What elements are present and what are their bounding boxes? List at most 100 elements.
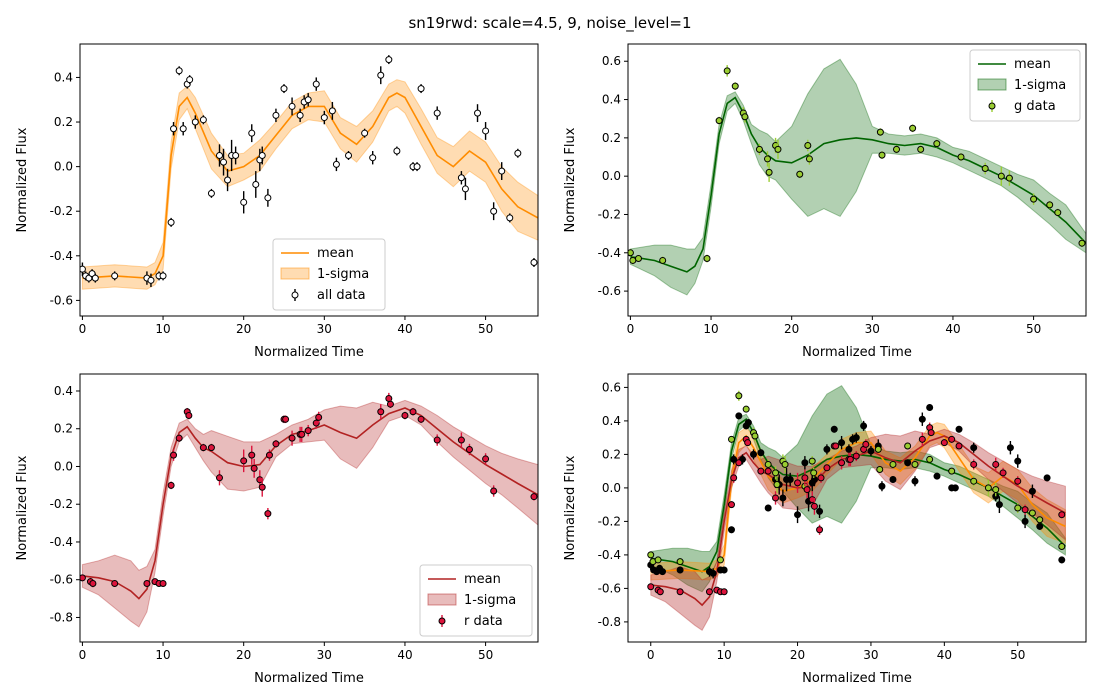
data-point: [409, 408, 417, 416]
data-point: [80, 574, 86, 582]
panels: 0 10 20 30 40 50 -0.6 -0.4 -0.2 0.0 0.2 0.4 Normaliz…: [15, 43, 1087, 686]
data-point: [461, 185, 469, 193]
data-point: [634, 255, 642, 263]
data-point: [750, 450, 758, 458]
data-point: [167, 218, 175, 226]
data-point: [764, 504, 772, 512]
data-point: [514, 149, 522, 157]
data-point: [911, 477, 919, 485]
data-point: [772, 494, 780, 502]
data-point: [765, 168, 773, 176]
data-point: [764, 460, 772, 468]
data-point: [918, 435, 926, 443]
data-point: [911, 460, 919, 468]
legend-label: mean: [464, 572, 501, 587]
data-point: [801, 474, 809, 482]
data-point: [889, 460, 897, 468]
data-point: [433, 109, 441, 117]
data-point: [91, 274, 99, 282]
data-point: [878, 482, 886, 490]
data-point: [779, 494, 787, 502]
data-point: [992, 460, 1000, 468]
data-point: [876, 128, 884, 136]
data-point: [258, 151, 266, 159]
data-point: [744, 439, 752, 447]
data-point: [676, 558, 684, 566]
data-point: [417, 85, 425, 93]
data-point: [482, 127, 490, 135]
y-tick-label: 0.4: [602, 414, 621, 428]
x-tick-label: 20: [784, 322, 799, 336]
axes-frame: [627, 43, 1087, 317]
data-point: [1036, 516, 1044, 524]
data-point: [999, 469, 1007, 477]
data-point: [111, 272, 119, 280]
y-tick-label: 0.4: [54, 70, 73, 84]
y-tick-label: 0.0: [602, 481, 621, 495]
data-point: [264, 194, 272, 202]
data-point: [628, 249, 634, 257]
y-tick-label: -0.6: [50, 293, 73, 307]
data-point: [955, 425, 963, 433]
data-point: [917, 145, 925, 153]
data-point: [709, 569, 717, 577]
sigma-band: [650, 428, 1066, 632]
data-point: [1028, 487, 1036, 495]
x-axis-label: Normalized Time: [802, 671, 912, 686]
data-point: [647, 583, 655, 591]
legend-frame: [969, 49, 1081, 122]
y-tick-label: -0.4: [598, 246, 621, 260]
x-tick-label: 30: [317, 648, 332, 662]
data-point: [385, 56, 393, 64]
data-point: [1006, 444, 1014, 452]
data-point: [191, 118, 199, 126]
data-point: [264, 510, 272, 518]
legend-label: 1-sigma: [317, 267, 369, 282]
y-tick-label: -0.8: [598, 615, 621, 629]
data-point: [970, 444, 978, 452]
data-point: [832, 442, 840, 450]
data-point: [860, 422, 868, 430]
data-point: [1014, 457, 1022, 465]
x-tick-label: 30: [865, 322, 880, 336]
data-point: [147, 276, 155, 284]
data-point: [801, 459, 809, 467]
data-point: [457, 436, 465, 444]
data-point: [816, 507, 824, 515]
y-tick-label: 0.6: [602, 54, 621, 68]
data-point: [755, 145, 763, 153]
y-tick-label: -0.6: [50, 573, 73, 587]
mean-line: [630, 96, 1086, 273]
data-point: [735, 412, 743, 420]
data-point: [1030, 195, 1038, 203]
data-point: [876, 465, 884, 473]
x-tick-label: 20: [236, 322, 251, 336]
data-point: [751, 432, 759, 440]
data-point: [1078, 239, 1086, 247]
data-point: [506, 214, 514, 222]
y-tick-label: 0.4: [54, 384, 73, 398]
data-point: [933, 472, 941, 480]
data-point: [179, 125, 187, 133]
data-point: [763, 155, 771, 163]
y-tick-label: 0.2: [54, 422, 73, 436]
data-point: [240, 198, 248, 206]
y-tick-label: -0.6: [598, 581, 621, 595]
data-point: [909, 124, 917, 132]
legend-frame: [419, 564, 533, 637]
legend: mean 1-sigma r data: [419, 564, 533, 637]
data-point: [731, 82, 739, 90]
data-point: [272, 111, 280, 119]
data-point: [224, 176, 232, 184]
y-tick-label: 0.2: [54, 115, 73, 129]
x-tick-label: 0: [79, 648, 87, 662]
data-point: [1021, 517, 1029, 525]
data-point: [970, 477, 978, 485]
sigma-band: [81, 399, 538, 628]
data-point: [918, 415, 926, 423]
data-point: [940, 439, 948, 447]
x-axis-label: Normalized Time: [254, 345, 364, 360]
data-point: [250, 464, 258, 472]
data-point: [926, 404, 934, 411]
data-point: [676, 588, 684, 596]
